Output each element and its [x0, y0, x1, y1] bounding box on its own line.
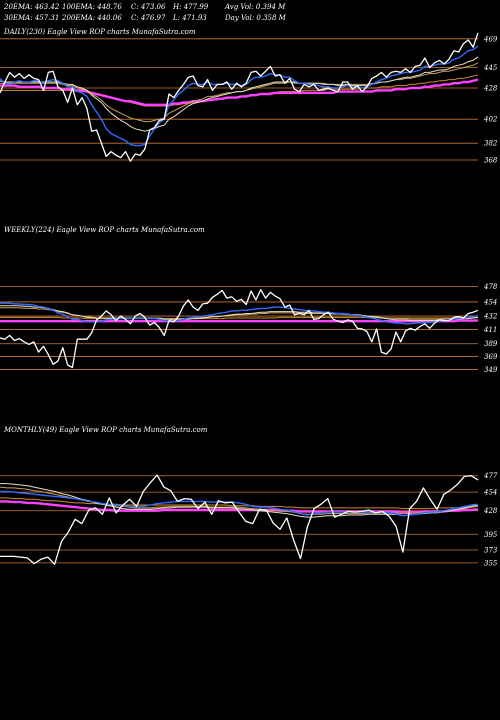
daily-ytick-label: 469	[483, 35, 498, 43]
monthly-ema-c-line	[0, 497, 479, 510]
stat-low: L: 471.93	[172, 14, 207, 22]
daily-ytick-label: 445	[483, 64, 498, 72]
monthly-ytick-label: 355	[484, 559, 498, 567]
daily-panel: DAILY(230) Eagle View ROP charts MunafaS…	[0, 28, 498, 165]
monthly-price-line	[0, 474, 479, 565]
header-stats: 20EMA: 463.42 100EMA: 448.76 C: 473.06 H…	[3, 3, 287, 22]
monthly-ema-long-line	[0, 500, 479, 514]
stat-30ema: 30EMA: 457.31	[4, 14, 59, 22]
weekly-ema-long-line	[0, 319, 478, 323]
daily-ytick-label: 402	[483, 116, 498, 124]
monthly-ytick-label: 454	[483, 489, 497, 497]
stat-high: H: 477.99	[172, 3, 209, 11]
daily-ytick-label: 368	[484, 157, 498, 165]
stat-close: C: 476.97	[131, 14, 166, 22]
weekly-panel-label: WEEKLY(224) Eagle View ROP charts Munafa…	[4, 226, 205, 234]
monthly-ytick-label: 428	[483, 507, 498, 515]
weekly-ytick-label: 432	[483, 313, 498, 321]
weekly-ytick-label: 349	[484, 366, 498, 374]
daily-ytick-label: 382	[484, 140, 498, 148]
weekly-ema-short-line	[0, 302, 479, 325]
weekly-ytick-label: 369	[484, 353, 498, 361]
weekly-ema-c-line	[0, 316, 478, 320]
daily-ytick-label: 428	[483, 85, 498, 93]
monthly-ytick-label: 395	[484, 531, 498, 539]
weekly-panel: WEEKLY(224) Eagle View ROP charts Munafa…	[0, 226, 498, 374]
stat-200ema: 200EMA: 440.06	[61, 14, 122, 22]
weekly-ema-b-line	[0, 305, 479, 322]
monthly-ytick-label: 477	[483, 472, 498, 480]
monthly-panel: MONTHLY(49) Eagle View ROP charts Munafa…	[0, 426, 498, 567]
weekly-ytick-label: 411	[483, 326, 497, 334]
stat-20ema: 20EMA: 463.42	[3, 3, 60, 11]
stat-100ema: 100EMA: 448.76	[62, 3, 122, 11]
monthly-ema-short-line	[0, 490, 479, 517]
stat-day-vol: Day Vol: 0.358 M	[224, 14, 287, 22]
stat-open: C: 473.06	[131, 3, 166, 11]
weekly-ytick-label: 478	[483, 283, 498, 291]
monthly-panel-label: MONTHLY(49) Eagle View ROP charts Munafa…	[3, 426, 208, 434]
daily-price-line	[0, 32, 479, 162]
stat-avg-vol: Avg Vol: 0.394 M	[224, 3, 286, 11]
daily-panel-label: DAILY(230) Eagle View ROP charts MunafaS…	[3, 28, 196, 36]
weekly-ytick-label: 389	[484, 340, 498, 348]
daily-ema-long-line	[0, 78, 479, 107]
weekly-ytick-label: 454	[483, 298, 497, 306]
monthly-ytick-label: 373	[484, 547, 498, 555]
daily-ema-b-line	[0, 56, 479, 132]
weekly-price-line	[0, 289, 479, 369]
